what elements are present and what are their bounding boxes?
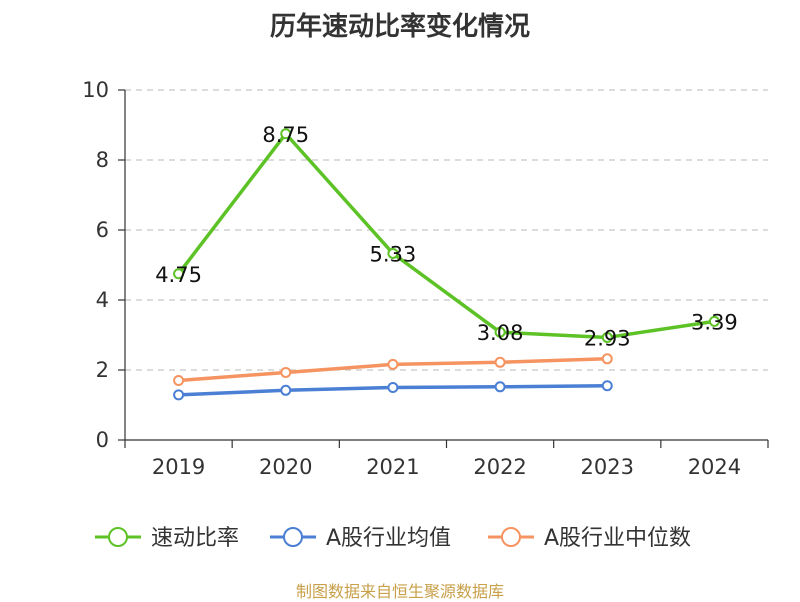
legend-label: A股行业均值 [326,526,451,551]
data-point [387,382,399,393]
data-point [280,128,292,140]
data-point [173,389,185,401]
series-line [176,132,717,340]
data-label: 3.08 [477,321,524,345]
x-tick-label: 2022 [473,455,526,479]
data-point [173,375,185,386]
data-point [601,380,613,392]
x-tick-label: 2024 [688,455,741,479]
data-point [280,384,292,396]
x-tick-label: 2023 [581,455,634,479]
chart-title: 历年速动比率变化情况 [269,12,530,42]
data-label: 2.93 [584,326,631,350]
y-tick-label: 0 [96,428,109,452]
legend-marker [283,527,303,547]
y-tick-label: 10 [82,78,109,102]
axes: 0 2 4 6 8 10 2019 2020 2021 2022 2023 2024 [82,78,769,479]
y-tick-label: 6 [96,218,109,242]
data-point [387,247,399,259]
legend-label: A股行业中位数 [544,526,691,551]
data-label: 4.75 [155,263,202,287]
x-tick-label: 2019 [152,455,205,479]
source-note: 制图数据来自恒生聚源数据库 [295,582,504,601]
x-tick-label: 2020 [259,455,312,479]
legend-label: 速动比率 [151,526,239,551]
legend-marker [501,527,521,547]
data-point [280,366,292,378]
data-point [494,381,506,393]
y-tick-label: 4 [96,288,109,312]
x-tick-label: 2021 [366,455,419,479]
data-point [708,315,720,327]
y-tick-label: 8 [96,148,109,172]
data-point [173,268,185,280]
data-point [601,331,613,343]
data-point [387,358,399,370]
data-label: 8.75 [262,123,309,147]
data-label: 3.39 [691,310,738,334]
data-label: 5.33 [370,242,417,266]
y-tick-label: 2 [96,358,109,382]
data-point [494,326,506,338]
grid-lines [125,89,768,371]
data-point [494,356,506,368]
legend: 速动比率 A股行业均值 A股行业中位数 [95,526,691,551]
legend-marker [108,527,128,547]
data-labels: 4.75 8.75 5.33 3.08 2.93 3.39 [155,123,738,351]
data-point [601,353,613,365]
series-layer [173,128,720,401]
